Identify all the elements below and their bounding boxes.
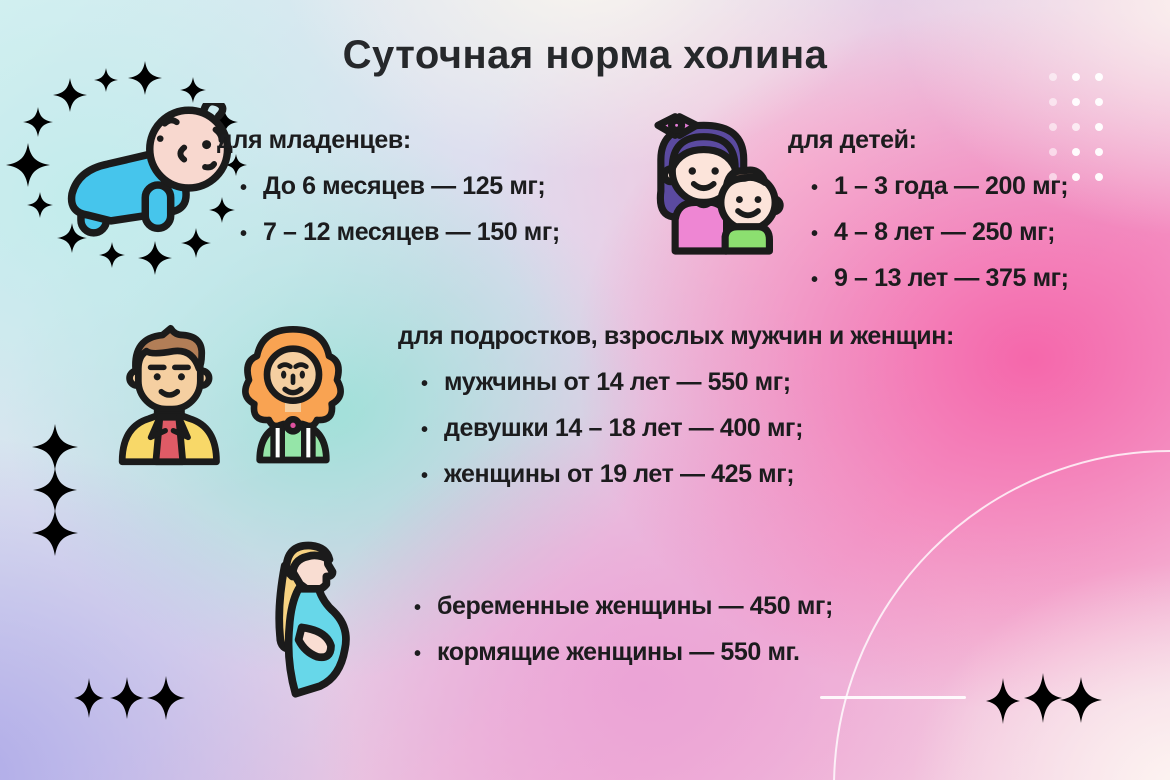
list-item-text: До 6 месяцев — 125 мг; [263, 172, 546, 200]
circle-arc-decoration [833, 450, 1170, 780]
sparkle-icon [986, 678, 1020, 724]
list-item: • мужчины от 14 лет — 550 мг; [398, 360, 954, 406]
sparkle-outline-icon [33, 468, 77, 512]
section-infants: для младенцев: • До 6 месяцев — 125 мг; •… [217, 124, 560, 256]
sparkle-icon [1024, 673, 1062, 723]
section-maternity: • беременные женщины — 450 мг; • кормящие … [414, 584, 833, 676]
section-adults: для подростков, взрослых мужчин и женщин… [398, 320, 954, 498]
bullet-icon: • [240, 177, 247, 199]
sparkle-icon [180, 77, 206, 103]
list-item: • 7 – 12 месяцев — 150 мг; [217, 210, 560, 256]
sparkle-icon [23, 107, 53, 137]
sparkle-icon [74, 678, 104, 718]
woman-icon [233, 320, 353, 468]
bullet-icon: • [414, 597, 421, 619]
list-item-text: кормящие женщины — 550 мг. [437, 638, 800, 666]
pregnant-woman-icon [246, 541, 362, 703]
baby-icon [66, 103, 238, 255]
list-item: • 1 – 3 года — 200 мг; [788, 164, 1069, 210]
section-infants-label: для младенцев: [217, 126, 411, 154]
bullet-icon: • [811, 177, 818, 199]
list-item-text: 7 – 12 месяцев — 150 мг; [263, 218, 560, 246]
sparkle-outline-icon [32, 424, 78, 470]
list-item: • 4 – 8 лет — 250 мг; [788, 210, 1069, 256]
list-item-text: 9 – 13 лет — 375 мг; [834, 264, 1069, 292]
sparkle-icon [128, 61, 162, 95]
list-item: • До 6 месяцев — 125 мг; [217, 164, 560, 210]
list-item: • кормящие женщины — 550 мг. [414, 630, 833, 676]
list-item-text: женщины от 19 лет — 425 мг; [444, 460, 795, 488]
bullet-icon: • [414, 643, 421, 665]
list-item-text: девушки 14 – 18 лет — 400 мг; [444, 414, 803, 442]
bullet-icon: • [240, 223, 247, 245]
sparkle-icon [147, 676, 185, 720]
list-item: • 9 – 13 лет — 375 мг; [788, 256, 1069, 302]
page-title: Суточная норма холина [342, 33, 828, 77]
list-item: • беременные женщины — 450 мг; [414, 584, 833, 630]
bullet-icon: • [811, 223, 818, 245]
list-item-text: 1 – 3 года — 200 мг; [834, 172, 1069, 200]
man-icon [106, 322, 234, 468]
section-children-label: для детей: [788, 126, 917, 154]
line-decoration [820, 696, 966, 699]
sparkle-icon [110, 677, 144, 719]
section-adults-label: для подростков, взрослых мужчин и женщин… [398, 322, 954, 350]
bullet-icon: • [811, 269, 818, 291]
sparkle-icon [27, 192, 53, 218]
sparkle-outline-icon [32, 510, 78, 556]
list-item-text: мужчины от 14 лет — 550 мг; [444, 368, 791, 396]
sparkle-icon [94, 68, 118, 92]
bullet-icon: • [421, 465, 428, 487]
list-item-text: беременные женщины — 450 мг; [437, 592, 833, 620]
list-item: • женщины от 19 лет — 425 мг; [398, 452, 954, 498]
dot-grid [1049, 73, 1118, 198]
bullet-icon: • [421, 419, 428, 441]
section-children: для детей: • 1 – 3 года — 200 мг; • 4 – 8 … [788, 124, 1069, 302]
mother-child-icon [638, 110, 788, 262]
sparkle-icon [6, 143, 50, 187]
list-item-text: 4 – 8 лет — 250 мг; [834, 218, 1056, 246]
sparkle-icon [1060, 677, 1102, 723]
list-item: • девушки 14 – 18 лет — 400 мг; [398, 406, 954, 452]
bullet-icon: • [421, 373, 428, 395]
